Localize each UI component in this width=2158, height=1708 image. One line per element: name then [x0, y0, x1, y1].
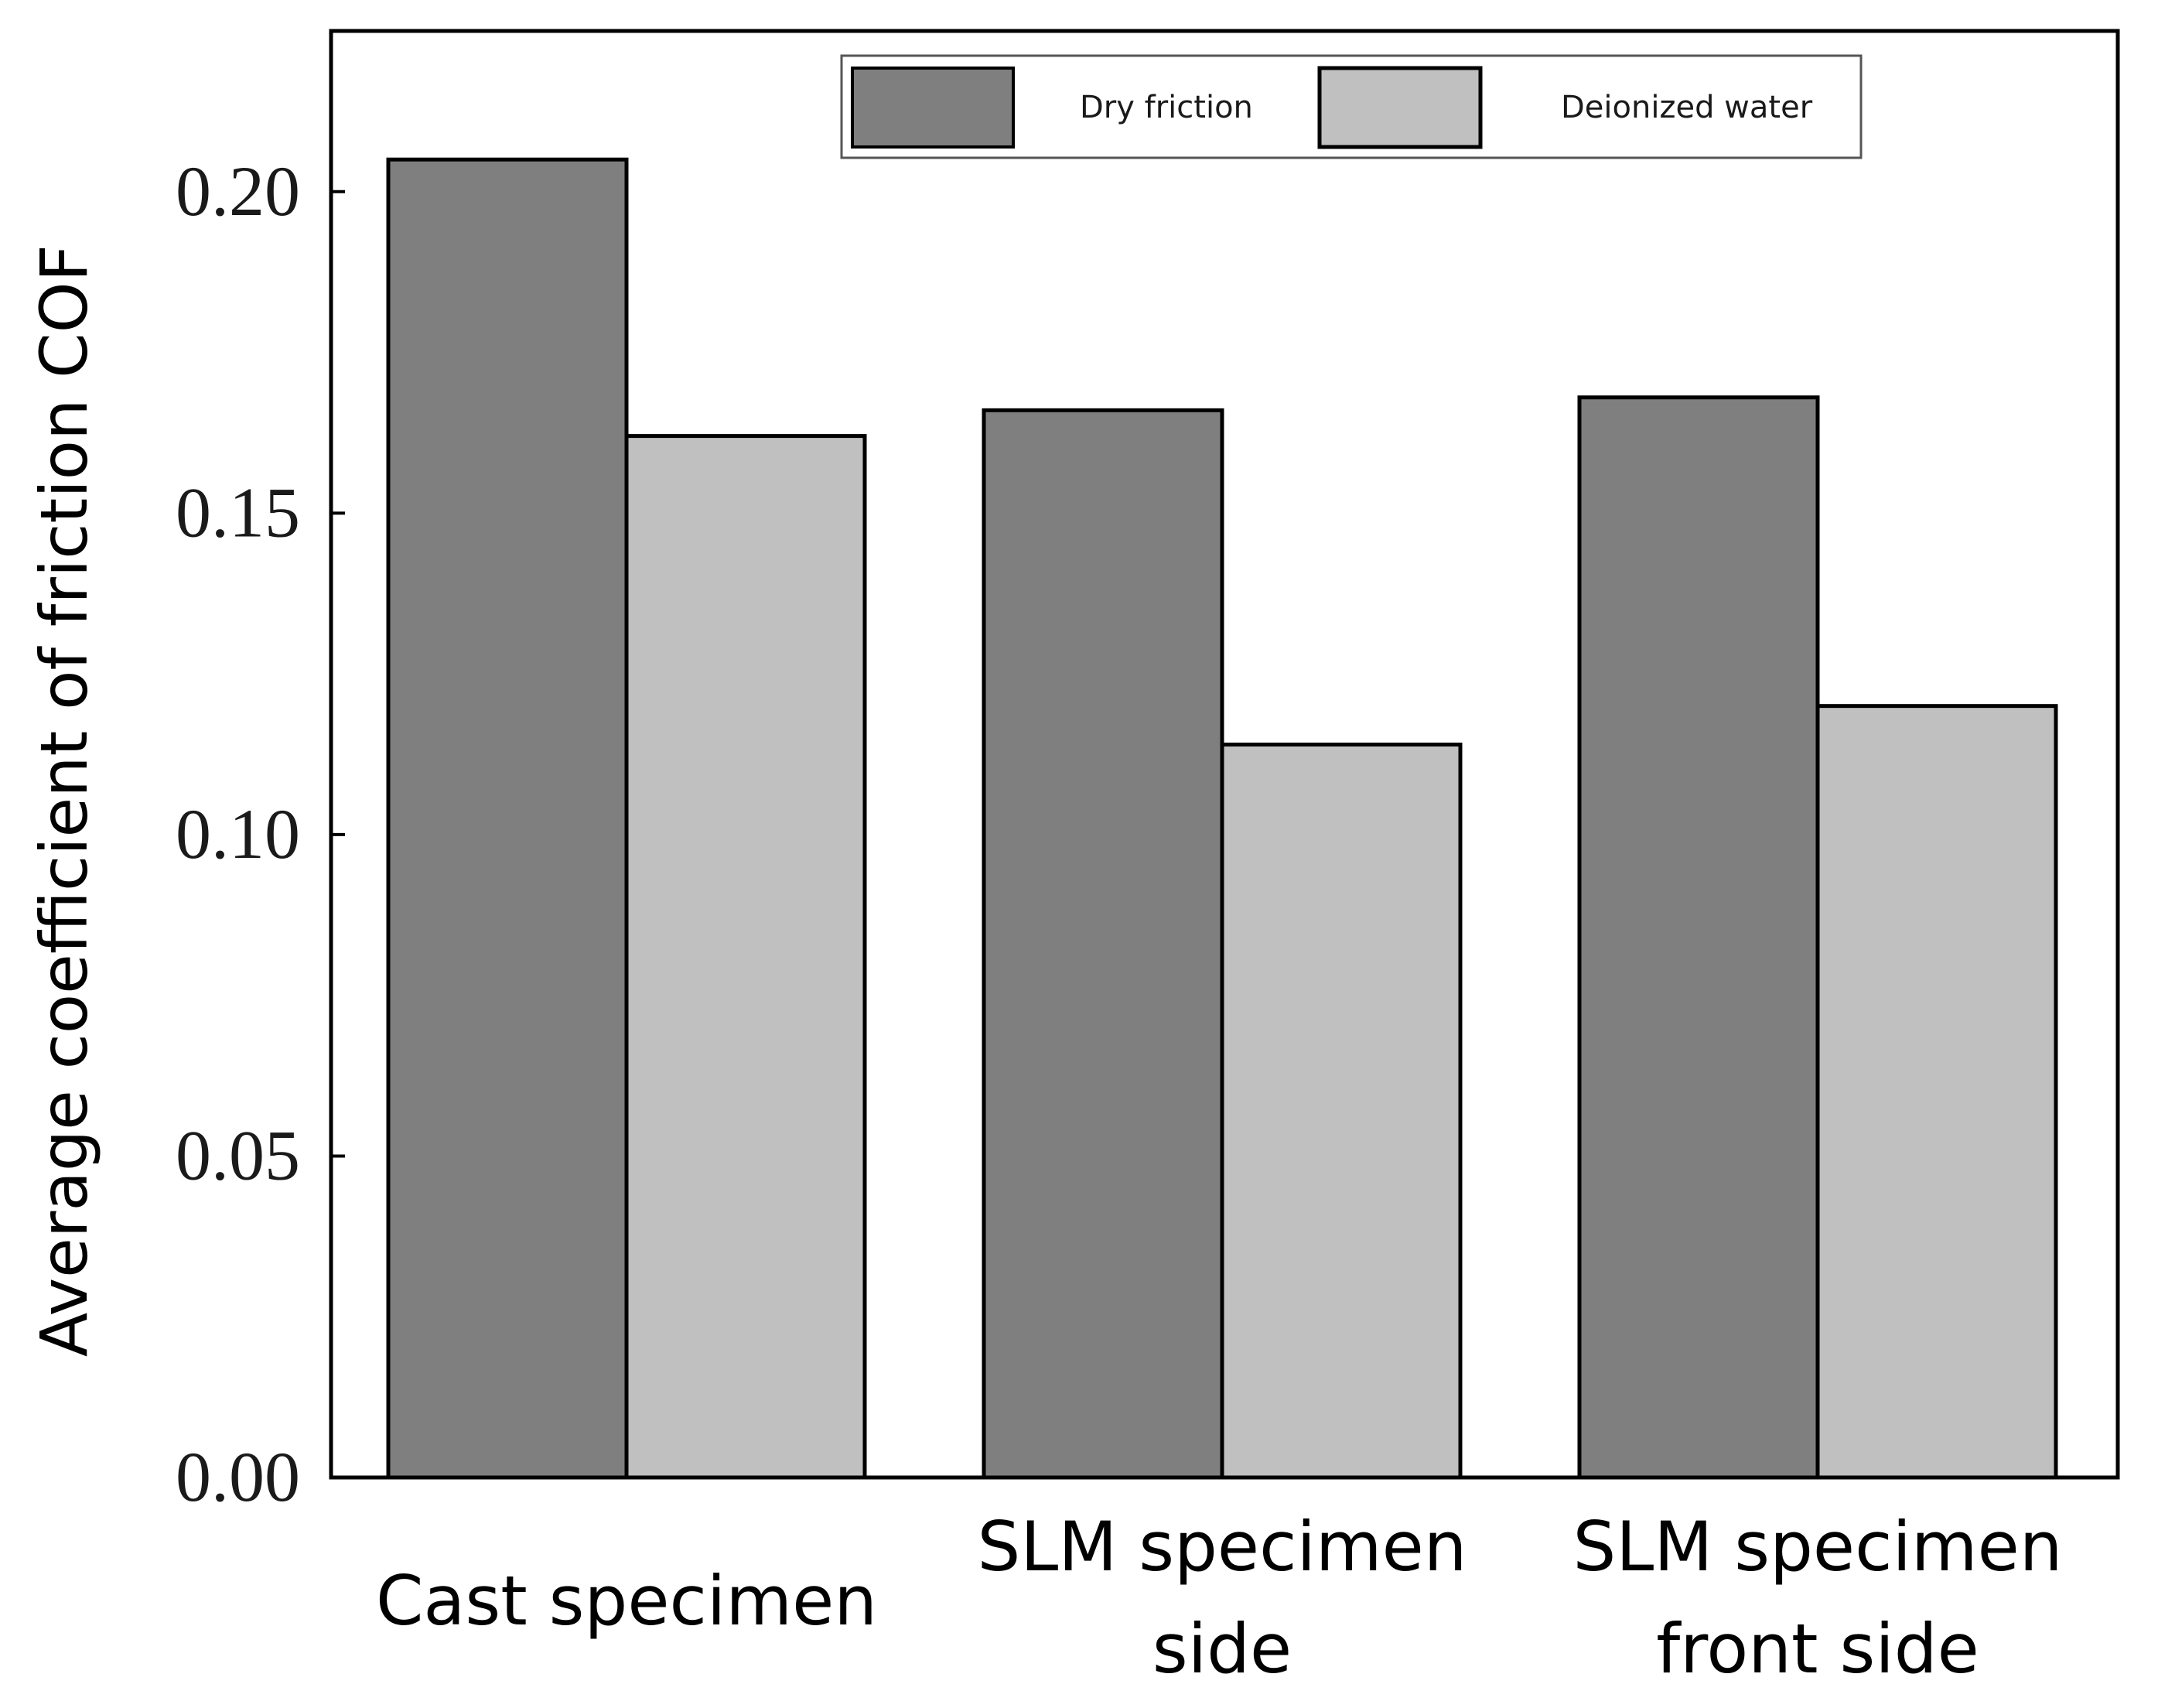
- y-tick-label: 0.20: [176, 152, 300, 231]
- y-tick-label: 0.05: [176, 1115, 300, 1194]
- y-axis-ticks: 0.00 0.05 0.10 0.15 0.20: [176, 152, 345, 1516]
- y-tick-label: 0.15: [176, 473, 300, 552]
- bar-deionized-water: [1815, 704, 2058, 1480]
- y-axis-label: Average coefficient of friction COF: [26, 244, 102, 1357]
- legend: Dry friction Deionized water: [840, 54, 1863, 159]
- legend-swatch-deionized-water: [1317, 66, 1483, 149]
- bar-dry-friction: [982, 408, 1224, 1480]
- y-tick-label: 0.10: [176, 794, 300, 873]
- bar-dry-friction: [386, 157, 629, 1480]
- x-category-label: SLM specimen: [1572, 1507, 2062, 1587]
- x-category-label: SLM specimen: [977, 1507, 1467, 1587]
- x-category-label: Cast specimen: [376, 1561, 877, 1641]
- y-tick-label: 0.00: [176, 1437, 300, 1516]
- x-category-label: front side: [1656, 1609, 1979, 1689]
- bar-dry-friction: [1577, 395, 1820, 1480]
- bar-deionized-water: [624, 434, 867, 1480]
- legend-label-deionized-water: Deionized water: [1561, 90, 1813, 125]
- legend-swatch-dry-friction: [851, 67, 1015, 149]
- bar-deionized-water: [1220, 743, 1463, 1480]
- x-category-label: side: [1152, 1609, 1292, 1689]
- bars-group: [386, 157, 2058, 1480]
- x-axis-category-labels: Cast specimen SLM specimen side SLM specime…: [376, 1507, 2063, 1689]
- legend-label-dry-friction: Dry friction: [1080, 90, 1253, 125]
